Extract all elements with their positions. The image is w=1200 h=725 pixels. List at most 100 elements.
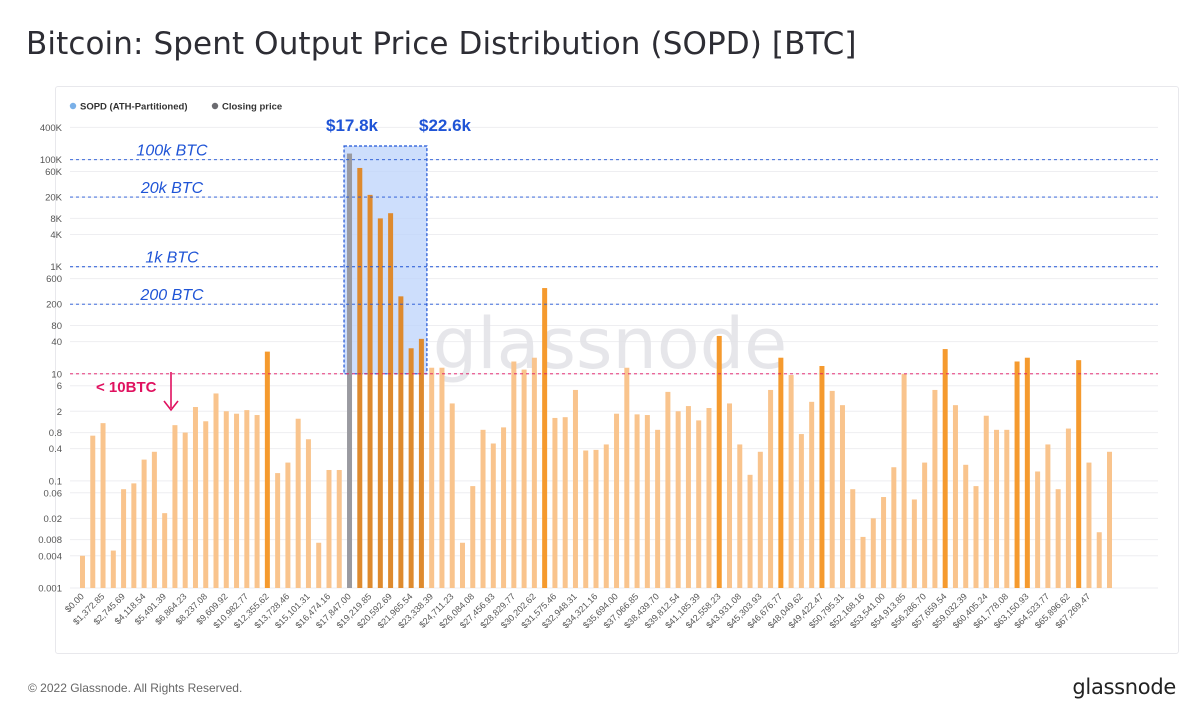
- threshold-label: < 10BTC: [96, 379, 157, 396]
- bar: [1035, 471, 1041, 588]
- y-tick-label: 600: [46, 274, 62, 285]
- range-box-layer: [343, 145, 428, 375]
- bar: [870, 518, 876, 588]
- bar: [737, 444, 743, 588]
- y-tick-label: 200: [46, 300, 62, 311]
- bar-highlighted: [942, 349, 948, 588]
- bar-series: [80, 153, 1112, 589]
- bar: [994, 429, 1000, 588]
- bar-in-range: [357, 167, 363, 588]
- copyright-text: © 2022 Glassnode. All Rights Reserved.: [28, 681, 243, 695]
- bar: [1096, 532, 1102, 588]
- bar-highlighted: [1076, 360, 1082, 588]
- bar: [429, 367, 435, 588]
- legend-marker-sopd: [69, 102, 77, 110]
- bar: [614, 413, 620, 588]
- watermark-text: glassnode: [433, 303, 787, 385]
- bar: [110, 550, 116, 588]
- bar: [809, 401, 815, 588]
- y-tick-label: 100K: [40, 155, 63, 166]
- legend-label-sopd: SOPD (ATH-Partitioned): [80, 102, 188, 113]
- x-axis: $0.00$1,372.85$2,745.69$4,118.54$5,491.3…: [63, 591, 1092, 630]
- bar: [162, 513, 168, 588]
- bar: [100, 423, 106, 588]
- bar: [675, 411, 681, 588]
- bar: [203, 421, 209, 588]
- y-tick-label: 4K: [50, 230, 62, 241]
- y-tick-label: 40: [51, 337, 62, 348]
- y-tick-label: 20K: [45, 193, 63, 204]
- y-tick-label: 0.001: [38, 584, 62, 595]
- bar: [90, 435, 96, 588]
- watermark-layer: glassnode: [433, 303, 787, 385]
- y-tick-label: 0.06: [44, 488, 63, 499]
- bar: [891, 467, 897, 588]
- bar-highlighted: [542, 288, 548, 588]
- bar: [583, 450, 589, 588]
- bar-in-range: [377, 218, 383, 588]
- range-to-label: $22.6k: [419, 116, 472, 135]
- bar: [572, 389, 578, 588]
- bar: [531, 357, 537, 588]
- bar: [1045, 444, 1051, 588]
- bar: [798, 434, 804, 588]
- bar: [480, 429, 486, 588]
- bar-highlighted: [1024, 357, 1030, 588]
- band-label: 1k BTC: [145, 250, 199, 267]
- bar: [593, 449, 599, 588]
- bar: [151, 451, 157, 588]
- bar: [121, 489, 127, 588]
- bar: [562, 417, 568, 588]
- band-label: 100k BTC: [136, 143, 208, 160]
- range-box: [343, 145, 428, 375]
- bar: [850, 489, 856, 588]
- bar-in-range: [408, 348, 414, 588]
- bar: [665, 391, 671, 588]
- bar: [501, 427, 507, 588]
- bar: [223, 411, 229, 588]
- threshold-arrow-head: [163, 400, 179, 412]
- range-from-label: $17.8k: [326, 116, 379, 135]
- bar-in-range: [398, 296, 404, 588]
- y-tick-label: 0.004: [38, 551, 62, 562]
- bar: [644, 415, 650, 588]
- bar: [1107, 451, 1112, 588]
- bar: [788, 375, 794, 588]
- bar-highlighted: [1014, 361, 1020, 588]
- y-tick-label: 6: [57, 381, 62, 392]
- bar-highlighted: [778, 357, 784, 588]
- bar: [275, 473, 281, 588]
- y-tick-label: 0.1: [49, 476, 62, 487]
- y-tick-label: 80: [51, 321, 62, 332]
- bar: [963, 464, 969, 588]
- legend-label-closing: Closing price: [222, 102, 282, 113]
- y-tick-label: 1K: [50, 262, 62, 273]
- y-tick-label: 60K: [45, 167, 63, 178]
- bar: [655, 429, 661, 588]
- bar: [234, 413, 240, 588]
- bar: [305, 439, 311, 588]
- bar: [326, 469, 332, 588]
- bar: [254, 415, 260, 588]
- bar: [922, 462, 928, 588]
- bar: [459, 542, 465, 588]
- bar: [141, 459, 147, 588]
- bar: [80, 555, 85, 588]
- bar: [316, 542, 322, 588]
- y-tick-label: 0.008: [38, 535, 62, 546]
- bar: [285, 462, 291, 588]
- bar: [336, 469, 342, 588]
- bar-in-range: [367, 194, 373, 588]
- bar: [829, 390, 835, 588]
- bar: [881, 497, 887, 588]
- bar: [1086, 462, 1092, 588]
- bar: [244, 410, 250, 588]
- bar: [511, 361, 517, 588]
- y-tick-label: 8K: [50, 214, 62, 225]
- bar-highlighted: [716, 335, 722, 588]
- bar: [470, 486, 476, 588]
- bar: [603, 444, 609, 588]
- y-tick-label: 10: [51, 369, 62, 380]
